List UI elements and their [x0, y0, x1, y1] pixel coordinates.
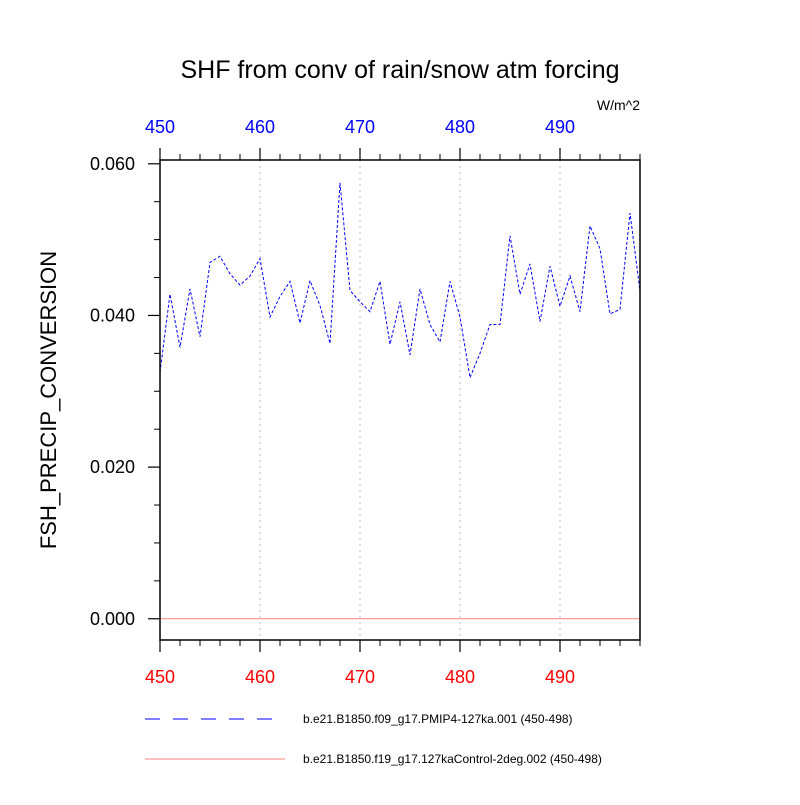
legend-label: b.e21.B1850.f09_g17.PMIP4-127ka.001 (450… [303, 712, 573, 726]
legend-label: b.e21.B1850.f19_g17.127kaControl-2deg.00… [303, 752, 602, 766]
axes: 450 450 460 460 470 470 480 480 490 490 0.000 0.020… [90, 117, 641, 687]
y-tick-label: 0.040 [90, 305, 135, 325]
x-tick-label-bottom: 450 [145, 667, 175, 687]
series-line [159, 182, 641, 380]
x-tick-label-bottom: 480 [445, 667, 475, 687]
chart-title: SHF from conv of rain/snow atm forcing [180, 56, 619, 84]
y-tick-label: 0.000 [90, 609, 135, 629]
legend: b.e21.B1850.f09_g17.PMIP4-127ka.001 (450… [145, 712, 602, 766]
grid [259, 160, 561, 640]
x-tick-label-bottom: 490 [545, 667, 575, 687]
y-tick-label: 0.060 [90, 154, 135, 174]
x-tick-label-top: 450 [145, 117, 175, 137]
units-label: W/m^2 [597, 97, 640, 113]
x-tick-label-top: 470 [345, 117, 375, 137]
x-tick-label-bottom: 470 [345, 667, 375, 687]
y-tick-label: 0.020 [90, 457, 135, 477]
x-tick-label-top: 460 [245, 117, 275, 137]
plot-series [159, 182, 641, 620]
x-tick-label-top: 480 [445, 117, 475, 137]
x-tick-label-bottom: 460 [245, 667, 275, 687]
plot-frame [159, 159, 641, 641]
y-axis-label: FSH_PRECIP_CONVERSION [36, 251, 61, 549]
x-tick-label-top: 490 [545, 117, 575, 137]
